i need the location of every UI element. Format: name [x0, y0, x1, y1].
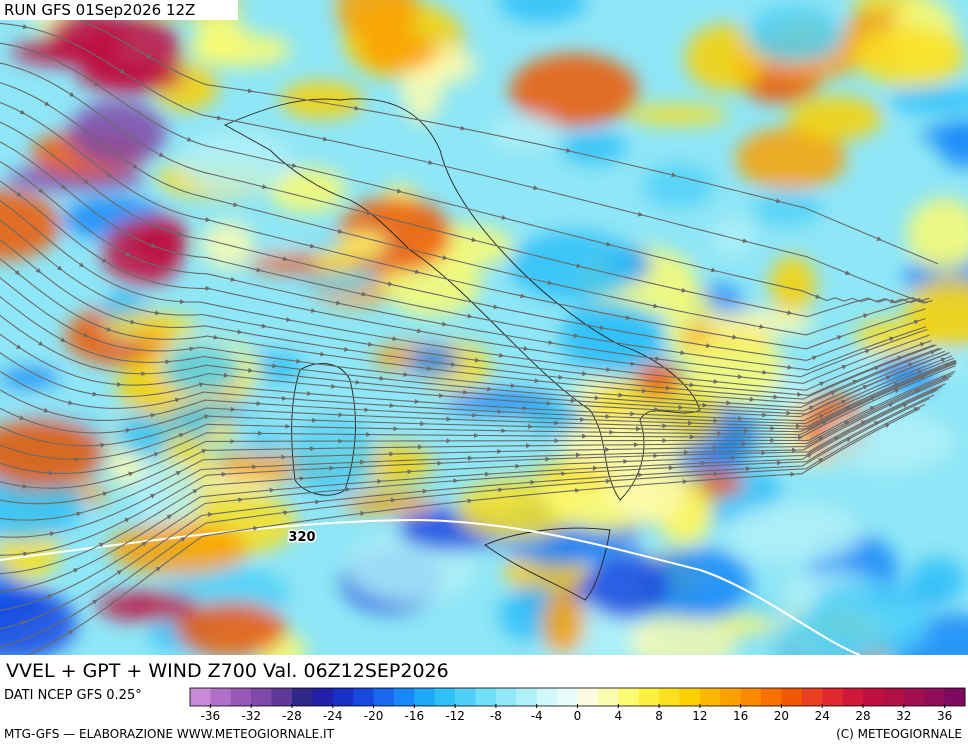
colorbar-swatch [476, 688, 497, 706]
colorbar-swatch [333, 688, 354, 706]
field-blob [753, 191, 823, 226]
colorbar-tick-label: -12 [445, 709, 465, 723]
colorbar-swatch [904, 688, 925, 706]
colorbar-swatch [292, 688, 313, 706]
field-blob [509, 231, 637, 302]
colorbar-swatch [863, 688, 884, 706]
colorbar-tick-label: -28 [282, 709, 302, 723]
field-blob [910, 558, 966, 603]
colorbar-swatch [924, 688, 945, 706]
colorbar-swatch [394, 688, 415, 706]
field-blob [169, 402, 253, 423]
colorbar-swatch [639, 688, 660, 706]
colorbar-tick-label: 36 [937, 709, 952, 723]
colorbar-swatch [435, 688, 456, 706]
field-blob [854, 26, 966, 87]
colorbar-swatch [578, 688, 599, 706]
field-blob [788, 96, 883, 140]
field-blob [408, 346, 458, 376]
run-label: RUN GFS 01Sep2026 12Z [4, 1, 195, 19]
colorbar-swatch [741, 688, 762, 706]
colorbar-swatch [374, 688, 395, 706]
colorbar-swatch [557, 688, 578, 706]
colorbar-swatch [700, 688, 721, 706]
field-blob [78, 61, 184, 92]
field-blob [712, 218, 755, 256]
colorbar-tick-label: 12 [692, 709, 707, 723]
colorbar-swatch [618, 688, 639, 706]
colorbar-swatch [598, 688, 619, 706]
colorbar: -36 -32 -28 -24 -20 -16 -12 -8 -4 0 4 8 12 16 20 24 28 32… [190, 688, 966, 723]
field-blob [821, 411, 955, 472]
colorbar-tick-label: -20 [364, 709, 384, 723]
contour-label: 320 [288, 530, 315, 545]
field-blob [280, 81, 363, 119]
field-blob [561, 131, 626, 164]
field-blob [102, 219, 183, 286]
map: 320 RUN GFS 01Sep2026 12Z [0, 0, 968, 689]
colorbar-swatch [781, 688, 802, 706]
colorbar-swatch [883, 688, 904, 706]
colorbar-swatch [822, 688, 843, 706]
field-blob [585, 553, 669, 619]
colorbar-swatch [414, 688, 435, 706]
colorbar-tick-label: 28 [855, 709, 870, 723]
field-blob [69, 100, 167, 165]
colorbar-swatch [802, 688, 823, 706]
colorbar-swatch [231, 688, 252, 706]
colorbar-tick-label: -8 [490, 709, 502, 723]
field-blob [542, 591, 585, 655]
colorbar-tick-label: -24 [323, 709, 343, 723]
colorbar-tick-label: 20 [774, 709, 789, 723]
colorbar-swatch [496, 688, 517, 706]
colorbar-swatch [761, 688, 782, 706]
colorbar-swatch [272, 688, 293, 706]
field-blob [179, 130, 294, 191]
footer-left: MTG-GFS — ELABORAZIONE WWW.METEOGIORNALE… [4, 727, 335, 741]
map-title: VVEL + GPT + WIND Z700 Val. 06Z12SEP2026 [6, 660, 449, 682]
colorbar-swatch [537, 688, 558, 706]
colorbar-swatch [720, 688, 741, 706]
colorbar-swatch [516, 688, 537, 706]
field-blob [338, 232, 386, 258]
field-blob [807, 580, 930, 659]
colorbar-swatch [190, 688, 211, 706]
field-blob [342, 493, 436, 514]
field-blob [725, 502, 862, 563]
field-blob [746, 5, 843, 63]
source-label: DATI NCEP GFS 0.25° [4, 688, 142, 703]
colorbar-tick-label: 32 [896, 709, 911, 723]
colorbar-tick-label: 0 [574, 709, 582, 723]
colorbar-swatch [353, 688, 374, 706]
colorbar-swatch [843, 688, 864, 706]
colorbar-tick-label: -16 [405, 709, 425, 723]
field-blob [626, 104, 729, 125]
field-blob [135, 459, 200, 530]
colorbar-swatch [455, 688, 476, 706]
colorbar-tick-label: -32 [241, 709, 261, 723]
footer-right: (C) METEOGIORNALE [836, 727, 962, 741]
colorbar-swatch [679, 688, 700, 706]
colorbar-swatch [659, 688, 680, 706]
colorbar-swatch [945, 688, 966, 706]
field-blob [175, 602, 286, 656]
field-blob [715, 614, 773, 636]
colorbar-tick-label: 24 [815, 709, 830, 723]
colorbar-swatch [210, 688, 231, 706]
colorbar-tick-label: 16 [733, 709, 748, 723]
colorbar-swatch [251, 688, 272, 706]
colorbar-tick-label: 4 [614, 709, 622, 723]
field-blob [490, 116, 559, 150]
colorbar-tick-label: -4 [531, 709, 543, 723]
colorbar-swatch [312, 688, 333, 706]
colorbar-tick-label: -36 [201, 709, 221, 723]
colorbar-tick-label: 8 [655, 709, 663, 723]
